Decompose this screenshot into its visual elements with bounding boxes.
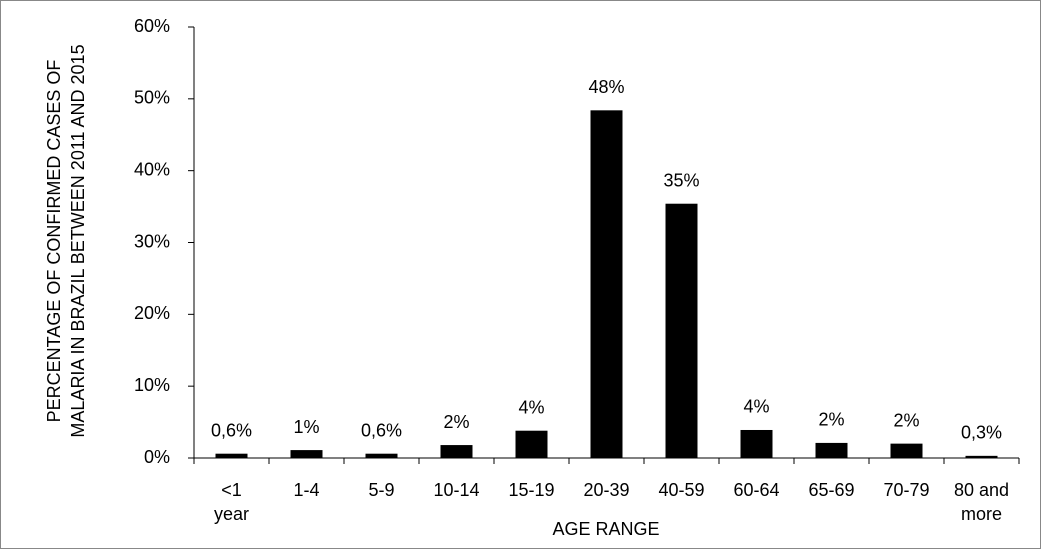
x-tick-label: 60-64 [733,480,780,500]
bar [740,429,773,458]
y-tick-label: 40% [134,159,170,179]
y-axis-title: PERCENTAGE OF CONFIRMED CASES OF MALARIA… [44,44,88,438]
x-axis-title: AGE RANGE [552,519,660,539]
x-tick-label: <1 year [213,480,249,524]
x-tick-label: 20-39 [583,480,630,500]
x-tick-label: 1-4 [293,480,320,500]
data-label: 4% [743,397,769,417]
y-tick-label: 60% [134,16,170,36]
bar [515,430,548,458]
x-tick-label: 15-19 [508,480,555,500]
bar [890,443,923,458]
bar [440,445,473,458]
x-tick-label: 40-59 [658,480,705,500]
y-tick-label: 0% [144,447,170,467]
bar [215,453,248,458]
y-tick-label: 30% [134,231,170,251]
data-label: 48% [588,77,624,97]
data-label: 4% [518,397,544,417]
x-tick-label: 70-79 [883,480,930,500]
data-label: 1% [293,417,319,437]
bar [815,442,848,458]
data-label: 35% [663,170,699,190]
bar [665,203,698,458]
bar [965,455,998,458]
x-tick-label: 10-14 [433,480,480,500]
data-label: 2% [443,412,469,432]
x-tick-label: 5-9 [368,480,395,500]
bar [290,450,323,458]
data-label: 0,3% [961,423,1002,443]
data-label: 2% [893,410,919,430]
data-label: 0,6% [211,420,252,440]
y-tick-label: 10% [134,375,170,395]
x-tick-label: 80 and more [953,480,1010,524]
bar [590,110,623,459]
data-label: 0,6% [361,420,402,440]
x-tick-label: 65-69 [808,480,855,500]
y-tick-label: 20% [134,303,170,323]
data-label: 2% [818,410,844,430]
y-tick-label: 50% [134,88,170,108]
bar [365,453,398,458]
